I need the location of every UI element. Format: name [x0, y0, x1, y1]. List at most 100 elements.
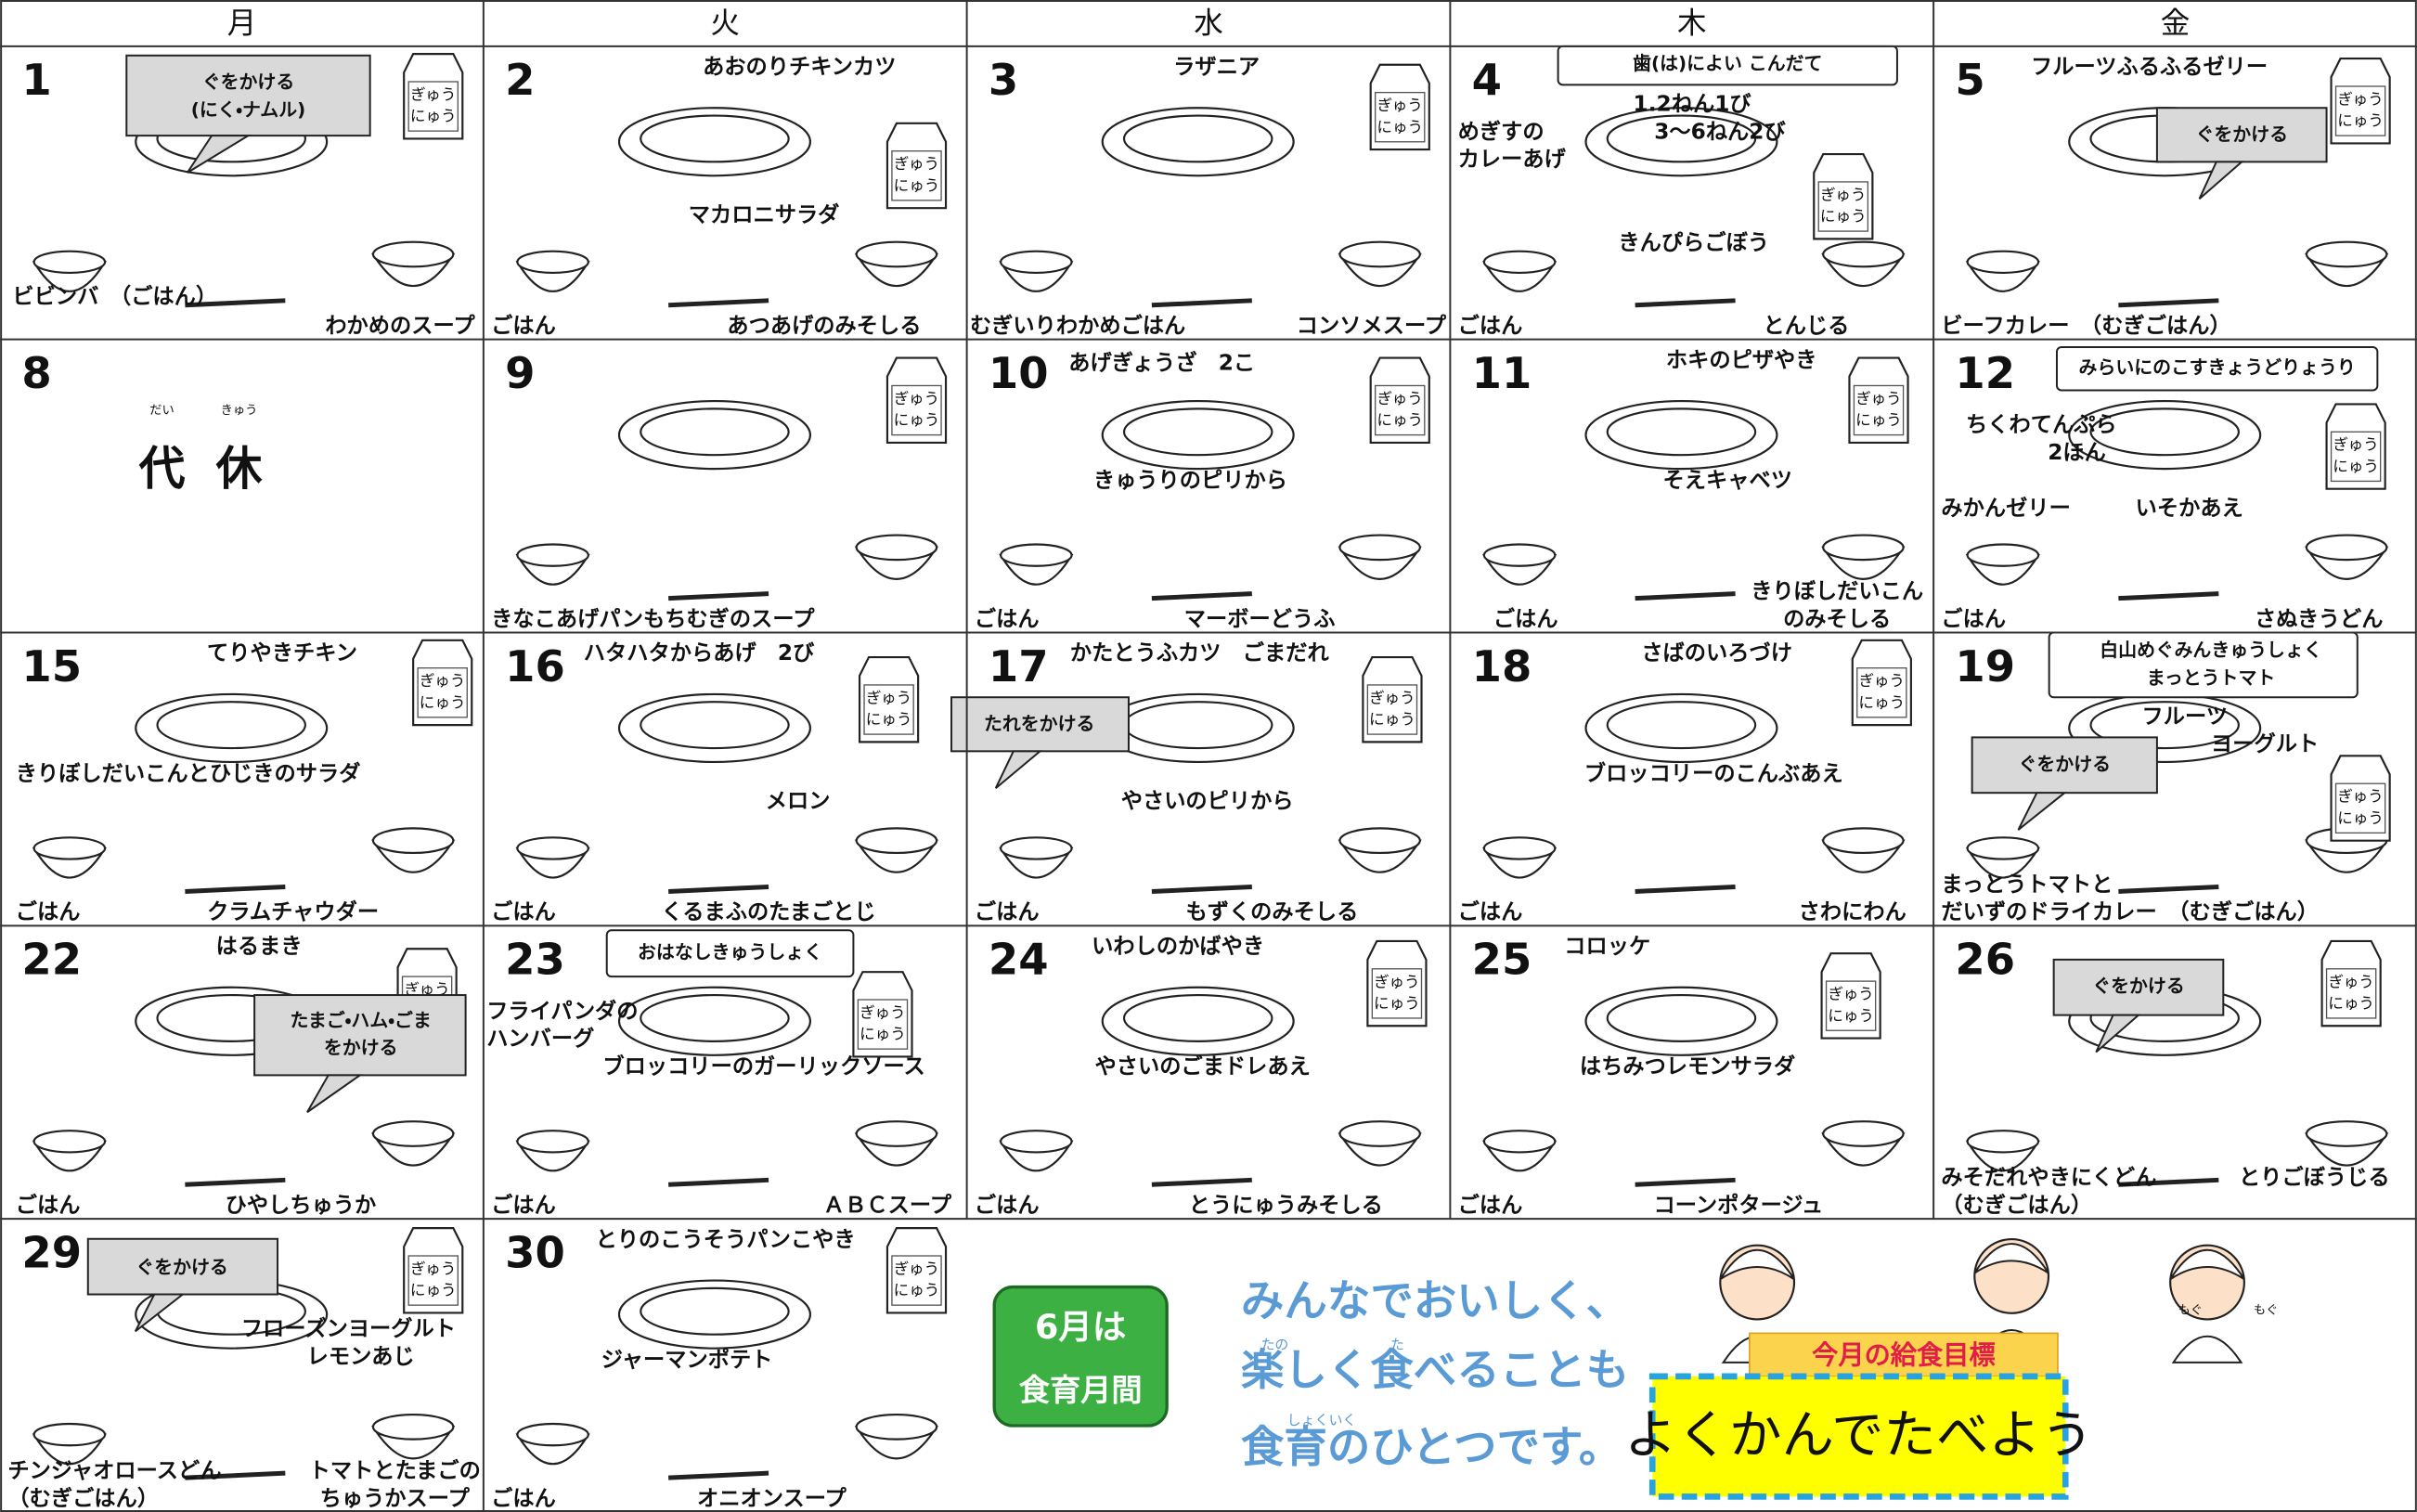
ribbon: [605, 929, 855, 978]
chopsticks: [185, 298, 286, 308]
chopsticks: [668, 884, 769, 894]
rice: [1966, 836, 2040, 860]
menu-item: ＡＢＣスープ: [823, 1193, 952, 1218]
menu-item: たまご・ハム・ごま: [291, 1009, 432, 1031]
menu-item: だい: [149, 404, 174, 418]
menu-item: あおのりチキンカツ: [703, 55, 896, 80]
weekday: 木: [1677, 7, 1707, 41]
day-number: 2: [505, 55, 535, 105]
milk-text: にゅう: [1828, 1007, 1874, 1025]
callout: [1971, 736, 2158, 795]
rice: [32, 250, 107, 274]
chopsticks: [185, 1177, 286, 1187]
soup: [855, 240, 938, 268]
rice: [1000, 250, 1073, 274]
day-number: 5: [1955, 55, 1984, 105]
soup: [855, 534, 938, 562]
plate-rim: [156, 701, 306, 750]
menu-item: トマトとたまごの: [309, 1458, 481, 1483]
soup: [371, 827, 455, 855]
callout-tail: [994, 750, 1043, 789]
chopsticks: [185, 884, 286, 894]
milk-label: [2330, 431, 2382, 483]
milk-text: ぎゅう: [420, 672, 465, 690]
chopsticks: [668, 591, 769, 601]
day-number: 23: [505, 935, 565, 985]
menu-item: レモンあじ: [307, 1344, 415, 1369]
rice: [1482, 1130, 1557, 1154]
goal-box: [1648, 1373, 2069, 1500]
milk-text: にゅう: [1377, 411, 1423, 429]
milk-label: [2334, 782, 2386, 834]
menu-item: もずくのみそしる: [1185, 899, 1358, 924]
milk-label: [1825, 980, 1877, 1031]
menu-item: 代: [138, 442, 186, 496]
day-number: 30: [505, 1228, 565, 1278]
milk-text: にゅう: [894, 176, 940, 194]
menu-item: ごはん: [975, 899, 1040, 924]
plate-rim: [1606, 407, 1757, 457]
chopsticks: [1635, 1177, 1736, 1187]
soup: [2305, 534, 2388, 562]
menu-item: コーンポタージュ: [1654, 1193, 1824, 1218]
menu-item: ごはん: [491, 314, 556, 339]
milk-text: にゅう: [866, 711, 912, 729]
milk-text: にゅう: [2333, 458, 2379, 475]
rice: [516, 1422, 589, 1447]
callout-tail: [2095, 1014, 2141, 1053]
menu-item: ヨーグルト: [2211, 731, 2319, 756]
milk-text: ぎゅう: [860, 1003, 905, 1021]
rice: [1482, 836, 1557, 860]
mogu: もぐ: [2178, 1302, 2203, 1317]
milk-text: にゅう: [894, 411, 940, 429]
menu-item: フライパンダの: [486, 999, 638, 1024]
menu-item: チンジャオロースどん: [7, 1458, 221, 1483]
menu-item: わかめのスープ: [325, 314, 475, 339]
menu-item: きりぼしだいこんとひじきのサラダ: [16, 761, 361, 786]
menu-item: コンソメスープ: [1297, 314, 1447, 339]
menu-item: フルーツふるふるゼリー: [2031, 55, 2268, 80]
menu-item: ジャーマンポテト: [601, 1347, 773, 1372]
plate-rim: [1606, 701, 1757, 750]
menu-item: みらいにのこすきょうどりょうり: [2079, 357, 2356, 379]
milk-text: ぎゅう: [1855, 390, 1901, 407]
milk-label: [1371, 968, 1423, 1019]
menu-item: ごはん: [1458, 314, 1523, 339]
menu-item: ごはん: [1458, 899, 1523, 924]
milk-text: にゅう: [1374, 995, 1420, 1013]
menu-item: いそかあえ: [2136, 496, 2243, 521]
menu-item: くるまふのたまごとじ: [661, 899, 875, 924]
menu-item: ハンバーグ: [486, 1027, 594, 1052]
chopsticks: [2118, 591, 2219, 601]
soup: [371, 240, 455, 268]
rice: [1000, 1130, 1073, 1154]
soup: [1338, 534, 1421, 562]
menu-item: ブロッコリーのガーリックソース: [602, 1054, 924, 1079]
day-number: 9: [505, 348, 535, 398]
milk-text: ぎゅう: [1820, 186, 1866, 203]
menu-item: （むぎごはん）: [7, 1486, 159, 1511]
chopsticks: [1151, 1177, 1252, 1187]
weekday: 金: [2161, 7, 2191, 41]
menu-item: ラザニア: [1173, 55, 1260, 80]
chopsticks: [1635, 884, 1736, 894]
menu-item: きんぴらごぼう: [1618, 230, 1769, 255]
day-number: 26: [1955, 935, 2015, 985]
goal-label: 今月の給食目標: [1812, 1339, 1996, 1370]
menu-item: きゅう: [221, 403, 258, 418]
menu-item: だいずのドライカレー （むぎごはん）: [1941, 899, 2319, 924]
soup: [371, 1413, 455, 1441]
menu-item: ビビンバ （ごはん）: [12, 284, 217, 309]
milk-label: [407, 81, 459, 132]
rice: [1966, 1130, 2040, 1154]
slogan: みんなでおいしく、: [1241, 1275, 1629, 1325]
menu-item: 2ほん: [2048, 440, 2106, 465]
